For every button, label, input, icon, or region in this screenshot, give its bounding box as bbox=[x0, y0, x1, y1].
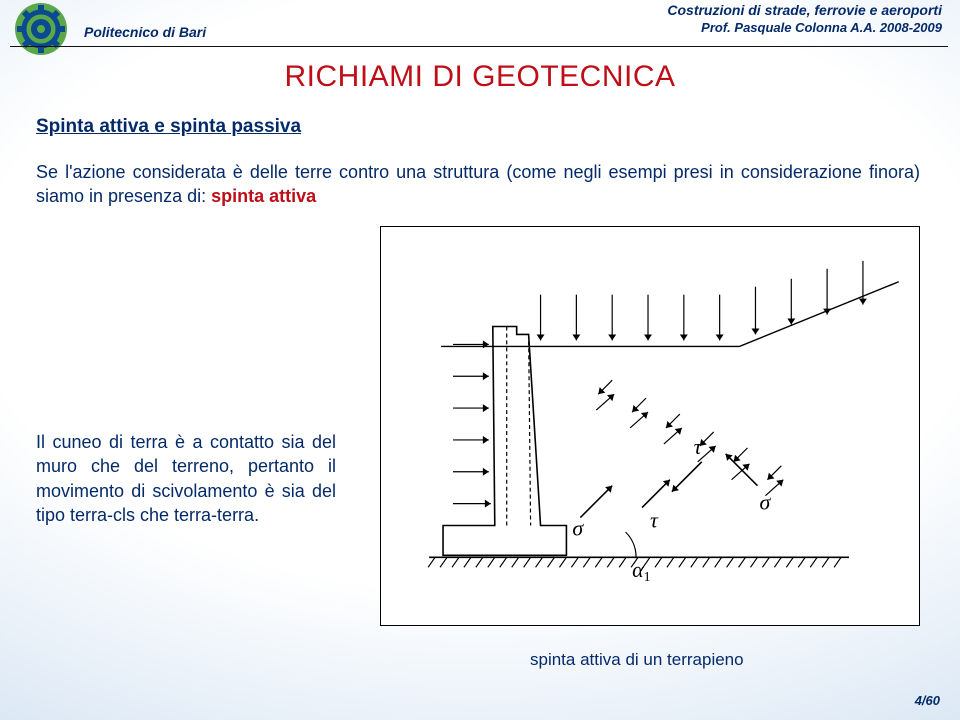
slide-header: Politecnico di Bari Costruzioni di strad… bbox=[0, 0, 960, 54]
header-right: Costruzioni di strade, ferrovie e aeropo… bbox=[667, 2, 942, 35]
page-number: 4/60 bbox=[915, 693, 940, 708]
para1-bold: spinta attiva bbox=[211, 186, 316, 206]
header-rule bbox=[10, 46, 948, 47]
diagram-caption: spinta attiva di un terrapieno bbox=[530, 650, 744, 670]
svg-text:τ: τ bbox=[694, 434, 703, 459]
svg-text:σ: σ bbox=[572, 515, 584, 540]
paragraph-1: Se l'azione considerata è delle terre co… bbox=[36, 160, 920, 209]
geotech-diagram: σττσα1 bbox=[380, 226, 920, 626]
university-logo bbox=[14, 2, 68, 56]
svg-text:σ: σ bbox=[759, 490, 771, 515]
university-name: Politecnico di Bari bbox=[84, 24, 206, 40]
course-name: Costruzioni di strade, ferrovie e aeropo… bbox=[667, 2, 942, 18]
para1-text: Se l'azione considerata è delle terre co… bbox=[36, 162, 920, 206]
page-title: RICHIAMI DI GEOTECNICA bbox=[0, 60, 960, 94]
paragraph-2: Il cuneo di terra è a contatto sia del m… bbox=[36, 430, 336, 527]
svg-text:τ: τ bbox=[650, 507, 659, 532]
prof-line: Prof. Pasquale Colonna A.A. 2008-2009 bbox=[667, 20, 942, 35]
section-subtitle: Spinta attiva e spinta passiva bbox=[36, 116, 301, 138]
